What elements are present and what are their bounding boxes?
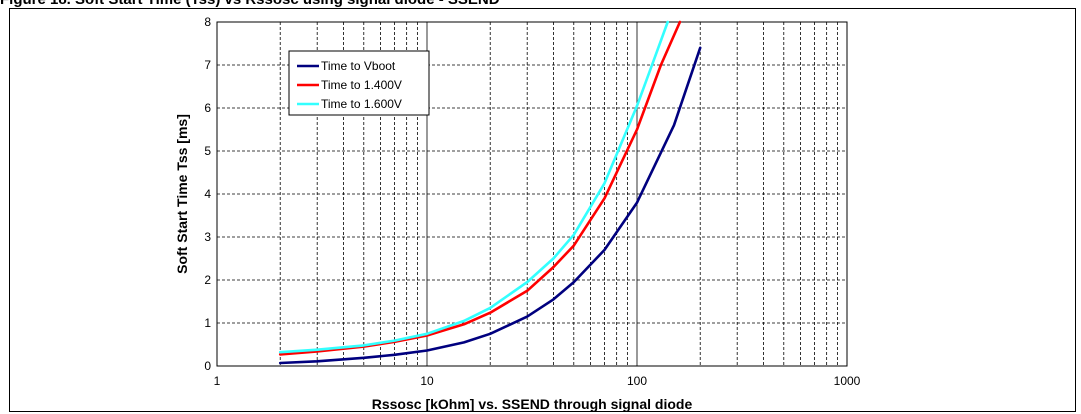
series-line-3 xyxy=(278,20,670,354)
y-axis-label: Soft Start Time Tss [ms] xyxy=(174,114,190,274)
plot-area xyxy=(216,21,848,367)
legend: Time to Vboot Time to 1.400V Time to 1.600… xyxy=(288,50,430,116)
x-tick-label: 1000 xyxy=(834,374,861,388)
y-tick-label: 1 xyxy=(204,316,211,330)
legend-label: Time to Vboot xyxy=(321,59,396,73)
y-tick-label: 3 xyxy=(204,230,211,244)
figure-caption: Figure 18. Soft Start Time (Tss) vs Rsso… xyxy=(0,0,1081,11)
legend-label: Time to 1.600V xyxy=(321,97,402,111)
y-tick-label: 0 xyxy=(204,359,211,373)
x-tick-label: 10 xyxy=(420,374,434,388)
y-tick-label: 2 xyxy=(204,273,211,287)
y-tick-label: 7 xyxy=(204,58,211,72)
series-line-1 xyxy=(278,46,702,365)
x-tick-label: 100 xyxy=(627,374,647,388)
grid xyxy=(217,22,847,366)
x-axis-label: Rssosc [kOhm] vs. SSEND through signal d… xyxy=(372,396,693,412)
chart-frame xyxy=(9,8,1076,412)
legend-label: Time to 1.400V xyxy=(321,78,402,92)
y-tick-label: 4 xyxy=(204,187,211,201)
x-tick-label: 1 xyxy=(214,374,221,388)
y-tick-label: 5 xyxy=(204,144,211,158)
y-tick-label: 6 xyxy=(204,101,211,115)
series-lines xyxy=(278,20,702,365)
y-tick-label: 8 xyxy=(204,15,211,29)
